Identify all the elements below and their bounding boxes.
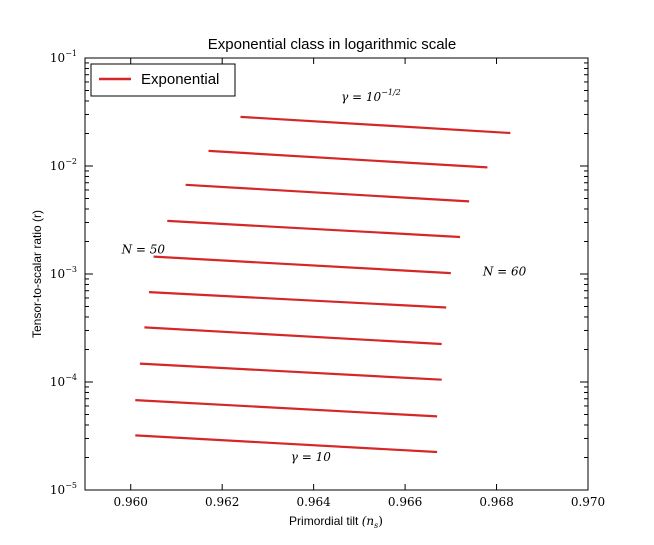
series-line-3 — [185, 183, 470, 203]
y-tick-label: 10−5 — [50, 481, 77, 497]
x-tick-label: 0.962 — [205, 495, 239, 509]
series-line-1 — [240, 115, 511, 135]
x-tick-label: 0.966 — [388, 495, 422, 509]
annotation-gamma-top: γ = 10−1/2 — [341, 88, 401, 104]
series-line-10 — [135, 434, 438, 454]
annotations: γ = 10−1/2 γ = 10 N = 50 N = 60 — [121, 88, 527, 464]
annotation-gamma-bottom: γ = 10 — [291, 450, 331, 464]
y-axis-label: Tensor-to-scalar ratio (r) — [30, 210, 44, 338]
x-tick-label: 0.970 — [571, 495, 605, 509]
annotation-n50: N = 50 — [121, 242, 166, 256]
series-line-8 — [139, 362, 442, 381]
series-line-4 — [167, 219, 461, 239]
y-tick-label: 10−3 — [50, 265, 77, 281]
series-line-6 — [148, 291, 447, 309]
y-tick-label: 10−2 — [50, 157, 77, 173]
x-axis-label: Primordial tilt (ns) — [289, 514, 383, 530]
chart-title: Exponential class in logarithmic scale — [208, 36, 456, 53]
series-line-7 — [144, 326, 442, 346]
plot-area — [84, 57, 589, 491]
x-axis-ticks: 0.960 0.962 0.964 0.966 0.968 0.970 — [114, 58, 605, 509]
legend-label: Exponential — [141, 71, 219, 88]
series-line-9 — [135, 399, 438, 418]
x-tick-label: 0.964 — [296, 495, 331, 509]
y-tick-label: 10−4 — [50, 373, 77, 389]
annotation-n60: N = 60 — [482, 264, 527, 278]
series-line-2 — [208, 149, 488, 169]
x-tick-label: 0.960 — [114, 495, 148, 509]
y-tick-label: 10−1 — [50, 49, 77, 65]
x-tick-label: 0.968 — [479, 495, 513, 509]
legend: Exponential — [90, 63, 236, 97]
series-lines — [135, 115, 511, 454]
series-line-5 — [153, 255, 451, 275]
y-axis-ticks: 10−1 10−2 10−3 10−4 10−5 — [50, 49, 588, 497]
